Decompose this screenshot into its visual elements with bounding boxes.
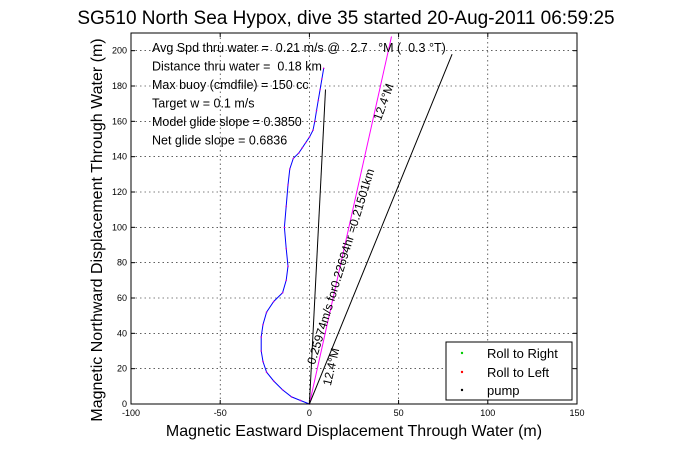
legend-marker-roll-right [460, 351, 464, 355]
x-tick-label: 150 [569, 408, 584, 418]
track-point [285, 279, 288, 282]
track-point [317, 99, 320, 101]
y-tick-label: 200 [112, 46, 127, 56]
y-tick-label: 40 [117, 328, 127, 338]
track-point [297, 152, 300, 154]
info-line: Max buoy (cmdfile) = 150 cc [152, 78, 309, 92]
info-line: Avg Spd thru water = 0.21 m/s @ 2.7 °M (… [152, 41, 446, 55]
data-series [260, 36, 453, 405]
legend-label-pump: pump [487, 383, 520, 398]
x-tick-label: 50 [394, 408, 404, 418]
dive-track-line [260, 68, 325, 405]
y-tick-label: 140 [112, 152, 127, 162]
track-point [265, 371, 268, 374]
legend-box [445, 341, 573, 401]
grid [131, 33, 577, 404]
legend-label-roll-left: Roll to Left [487, 365, 550, 380]
legend-marker-pump [460, 388, 464, 392]
y-tick-label: 160 [112, 116, 127, 126]
track-point [292, 157, 295, 160]
y-tick-label: 0 [122, 399, 127, 409]
dive-info-text: Avg Spd thru water = 0.21 m/s @ 2.7 °M (… [152, 41, 446, 148]
track-point [312, 129, 314, 131]
y-tick-label: 60 [117, 293, 127, 303]
x-tick-label: -100 [122, 408, 140, 418]
track-point [260, 336, 263, 338]
legend-entry-roll-left: Roll to Left [460, 365, 550, 380]
track-point [287, 184, 289, 186]
track-point [260, 350, 263, 352]
track-point [288, 168, 291, 170]
track-point [287, 265, 289, 268]
x-axis-label: Magnetic Eastward Displacement Through W… [166, 423, 542, 440]
info-line: Distance thru water = 0.18 km [152, 60, 322, 74]
direction-line-3 [308, 54, 453, 405]
info-line: Target w = 0.1 m/s [152, 97, 254, 111]
track-point [308, 136, 311, 139]
track-point [319, 88, 321, 91]
info-line: Model glide slope = 0.3850 [152, 115, 302, 129]
y-tick-label: 100 [112, 222, 127, 232]
tick-labels: -100 -50 0 50 100 150 0 20 40 60 80 100 120 140 160 180… [112, 46, 585, 418]
track-point [262, 360, 264, 363]
y-tick-label: 180 [112, 81, 127, 91]
track-point [272, 300, 275, 303]
axes [130, 32, 578, 405]
track-point [321, 78, 323, 80]
y-axis-label: Magnetic Northward Displacement Through … [89, 38, 106, 421]
track-point [281, 291, 284, 294]
legend-label-roll-right: Roll to Right [487, 346, 558, 361]
track-point [285, 205, 288, 207]
track-point [262, 323, 264, 326]
info-line: Net glide slope = 0.6836 [152, 134, 287, 148]
chart-title: SG510 North Sea Hypox, dive 35 started 2… [77, 8, 614, 29]
direction-line-1 [308, 89, 326, 405]
track-point [315, 109, 318, 112]
y-tick-label: 120 [112, 187, 127, 197]
direction-line-2 [308, 36, 392, 405]
track-point [305, 141, 307, 144]
y-tick-label: 80 [117, 258, 127, 268]
track-point [265, 311, 268, 313]
track-point [283, 226, 286, 229]
x-tick-label: 0 [307, 408, 312, 418]
legend-entry-roll-right: Roll to Right [460, 346, 558, 361]
track-point [322, 67, 325, 70]
track-point [290, 396, 293, 398]
y-tick-label: 20 [117, 364, 127, 374]
legend: Roll to Right Roll to Left pump [445, 341, 573, 401]
track-point [281, 389, 284, 391]
track-point [299, 399, 302, 402]
track-point [313, 120, 316, 123]
x-tick-label: 100 [480, 408, 495, 418]
x-tick-label: -50 [214, 408, 227, 418]
track-point [272, 380, 275, 382]
track-point [285, 247, 288, 250]
track-point [301, 147, 304, 149]
legend-marker-roll-left [460, 370, 464, 374]
legend-entry-pump: pump [460, 383, 520, 398]
plot-frame [130, 32, 578, 405]
